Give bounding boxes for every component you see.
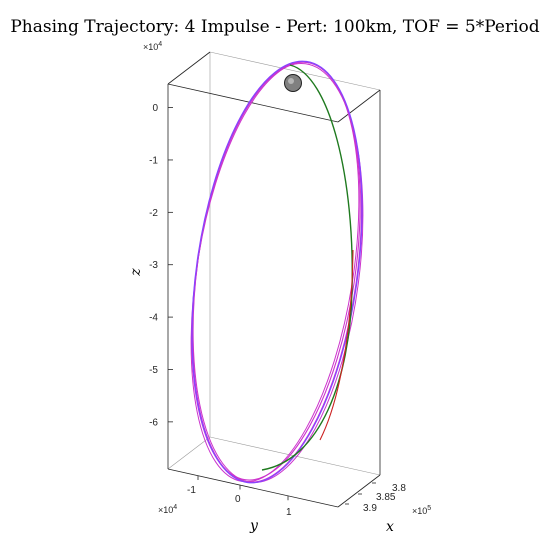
z-tick-label: -1 xyxy=(149,155,158,166)
y-exponent: ×104 xyxy=(158,504,177,515)
series-line xyxy=(191,60,363,484)
series-line xyxy=(319,249,354,441)
x-axis-line xyxy=(337,474,381,508)
z-ticks: 0 -1 -2 -3 -4 -5 -6 xyxy=(149,103,173,428)
z-tick-label: -6 xyxy=(149,417,158,428)
y-ticks: -1 0 1 xyxy=(187,475,292,518)
x-tick-label: 3.9 xyxy=(363,503,377,514)
box-edge-top-left xyxy=(167,51,211,85)
box-edge-back-top xyxy=(209,51,381,91)
z-tick-label: -4 xyxy=(149,313,158,324)
x-tick-label: 3.85 xyxy=(376,492,396,503)
x-exponent: ×105 xyxy=(412,505,431,516)
x-tick-label: 3.8 xyxy=(392,483,406,494)
series-line xyxy=(261,64,353,471)
z-axis-label: z xyxy=(128,268,144,277)
z-tick-label: 0 xyxy=(152,103,158,114)
box-edge-back-left xyxy=(167,436,211,470)
z-tick-label: -2 xyxy=(149,208,158,219)
plot-area xyxy=(190,60,364,484)
z-exponent: ×104 xyxy=(143,41,162,52)
x-axis-label: x xyxy=(386,519,394,535)
z-tick-label: -3 xyxy=(149,260,158,271)
x-ticks: 3.8 3.85 3.9 xyxy=(345,482,406,514)
box-edge-top-right xyxy=(337,89,381,123)
moon-highlight xyxy=(288,78,294,84)
chart-title: Phasing Trajectory: 4 Impulse - Pert: 10… xyxy=(10,17,539,37)
axes-box xyxy=(167,51,381,508)
box-edge-top-front xyxy=(167,83,339,123)
y-tick-label: 1 xyxy=(286,507,292,518)
z-tick-label: -5 xyxy=(149,365,158,376)
y-axis-line xyxy=(167,468,339,508)
y-axis-label: y xyxy=(249,518,259,534)
y-tick-label: -1 xyxy=(187,485,196,496)
y-tick-label: 0 xyxy=(235,494,241,505)
